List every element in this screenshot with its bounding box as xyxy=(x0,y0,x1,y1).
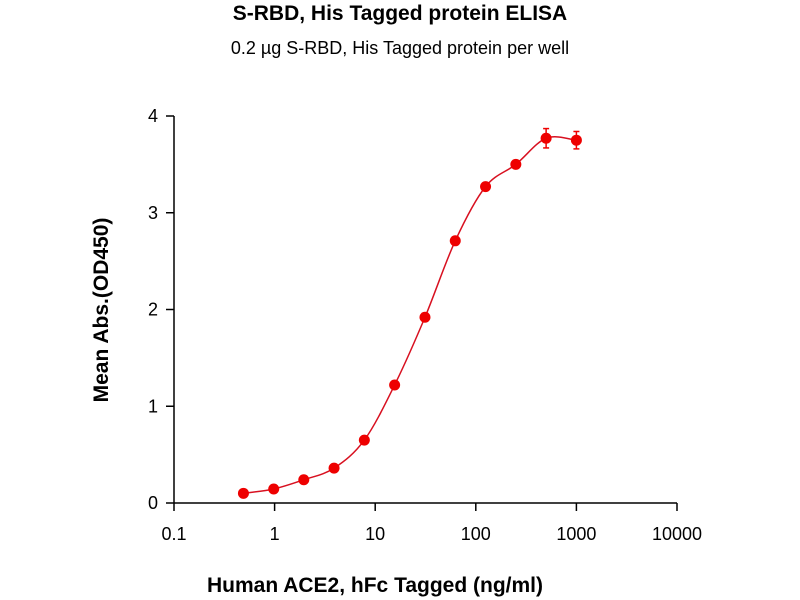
x-tick-label: 100 xyxy=(461,524,491,544)
data-point xyxy=(328,462,340,474)
x-tick-label: 1 xyxy=(270,524,280,544)
y-tick-label: 3 xyxy=(148,203,158,223)
data-point xyxy=(268,483,280,495)
data-point xyxy=(298,474,310,486)
x-axis-label: Human ACE2, hFc Tagged (ng/ml) xyxy=(207,574,543,597)
data-point xyxy=(419,311,431,323)
x-tick-label: 0.1 xyxy=(161,524,186,544)
fit-curve xyxy=(243,136,577,495)
y-tick-label: 2 xyxy=(148,300,158,320)
y-tick-label: 4 xyxy=(148,106,158,126)
data-point xyxy=(389,379,401,391)
y-axis-label: Mean Abs.(OD450) xyxy=(90,218,113,403)
x-tick-label: 1000 xyxy=(556,524,596,544)
data-point xyxy=(480,181,492,193)
chart-title: S-RBD, His Tagged protein ELISA xyxy=(232,2,568,25)
data-point xyxy=(237,487,249,499)
chart-subtitle: 0.2 µg S-RBD, His Tagged protein per wel… xyxy=(230,38,570,58)
data-point xyxy=(449,235,461,247)
y-tick-label: 0 xyxy=(148,493,158,513)
data-point xyxy=(540,132,552,144)
data-point xyxy=(510,158,522,170)
data-point xyxy=(358,434,370,446)
data-point xyxy=(570,134,582,146)
y-tick-label: 1 xyxy=(148,396,158,416)
x-tick-label: 10 xyxy=(365,524,385,544)
x-tick-label: 10000 xyxy=(652,524,702,544)
